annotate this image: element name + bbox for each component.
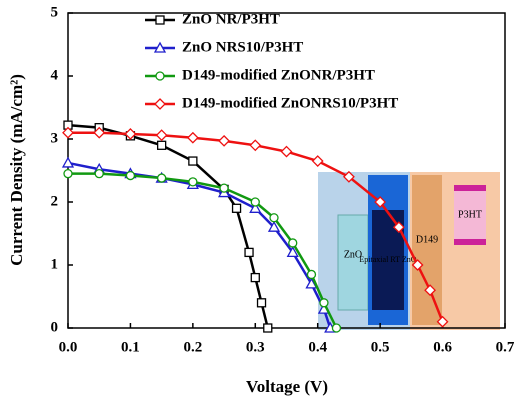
marker [436, 315, 449, 328]
marker [218, 134, 230, 147]
inset-block [454, 185, 486, 191]
marker [288, 238, 298, 248]
marker [62, 126, 74, 139]
marker [286, 246, 299, 258]
marker [374, 196, 387, 208]
marker [93, 126, 106, 139]
x-tick-label: 0.3 [246, 339, 265, 355]
marker [343, 170, 355, 183]
inset-block [337, 214, 369, 311]
inset-label: ZnO [344, 249, 362, 260]
marker [263, 323, 273, 333]
marker [63, 168, 73, 179]
marker [125, 170, 136, 181]
x-tick-label: 0.5 [371, 339, 390, 355]
marker [305, 277, 318, 289]
marker [155, 15, 165, 25]
marker [156, 173, 167, 183]
marker [267, 220, 281, 232]
legend-label: D149-modified ZnONRS10/P3HT [182, 95, 398, 111]
marker [188, 177, 198, 187]
legend-label: ZnO NRS10/P3HT [182, 39, 303, 55]
x-tick-label: 0.0 [59, 339, 78, 355]
series-line [67, 123, 269, 329]
marker [392, 221, 405, 234]
marker [186, 131, 199, 144]
marker [331, 323, 342, 333]
x-tick-label: 0.7 [496, 339, 515, 355]
y-tick-label: 0 [51, 319, 59, 335]
inset-label: D149 [416, 234, 438, 245]
y-axis-title: Current Density (mA/cm²) [7, 74, 26, 266]
marker [155, 129, 168, 142]
marker [411, 259, 424, 271]
y-tick-label: 2 [51, 193, 59, 209]
inset-block [454, 185, 486, 245]
marker [424, 284, 437, 297]
x-tick-label: 0.2 [183, 339, 202, 355]
y-tick-label: 1 [51, 256, 59, 272]
inset-label: Epitaxial RT ZnO [359, 255, 416, 264]
legend-label: D149-modified ZnONR/P3HT [182, 67, 375, 83]
marker [249, 139, 262, 152]
marker [256, 298, 267, 308]
inset: ZnO Epitaxial RT ZnO D149 P3HT [318, 172, 500, 330]
x-tick-label: 0.6 [433, 339, 452, 355]
marker [311, 155, 324, 167]
marker [269, 213, 279, 223]
marker [231, 203, 242, 213]
marker [306, 269, 317, 280]
y-tick-label: 3 [51, 130, 59, 146]
x-tick-label: 0.1 [121, 339, 140, 355]
inset-block [454, 239, 486, 245]
marker [244, 247, 254, 258]
y-tick-label: 5 [51, 4, 59, 20]
marker [280, 145, 293, 158]
series-line [68, 172, 338, 329]
marker [61, 156, 75, 168]
marker [155, 71, 165, 81]
marker [219, 183, 229, 193]
legend-label: ZnO NR/P3HT [182, 11, 280, 27]
marker [250, 197, 260, 207]
marker [249, 201, 262, 213]
marker [154, 98, 166, 110]
inset-label: P3HT [458, 209, 482, 220]
marker [94, 168, 104, 179]
x-axis-title: Voltage (V) [246, 377, 328, 396]
marker [188, 156, 198, 166]
marker [156, 140, 167, 150]
y-tick-label: 4 [51, 67, 59, 83]
x-tick-label: 0.4 [308, 339, 327, 355]
marker [250, 272, 260, 283]
marker [153, 41, 167, 53]
inset-block [412, 175, 442, 325]
marker [319, 298, 329, 308]
marker [124, 128, 137, 140]
